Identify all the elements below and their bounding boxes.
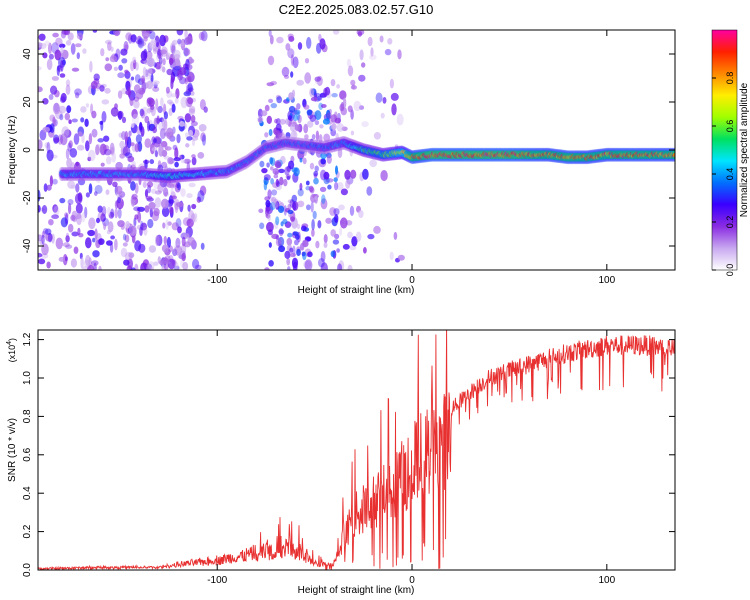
y-tick-label: 1.0	[22, 371, 33, 385]
snr-frame	[37, 329, 676, 571]
snr-panel: -100 0 100 0.0 0.2 0.4 0.6 0.8 1.0 1.2 Height of…	[6, 329, 676, 596]
snr-series-line	[38, 330, 675, 570]
y-tick-label: -20	[22, 190, 33, 205]
spectrogram-panel: -100 0 100 -40 -20 0 20 40 Height of straight …	[7, 29, 676, 296]
snr-x-ticks: -100 0 100	[207, 330, 616, 586]
y-tick-label: 40	[22, 48, 33, 60]
colorbar-tick-label: 0.6	[725, 120, 735, 133]
y-tick-label: 0.2	[22, 524, 33, 538]
y-tick-label: 0.6	[22, 447, 33, 461]
spectrogram-x-ticks: -100 0 100	[207, 30, 616, 286]
spectrogram-cells	[38, 30, 675, 270]
colorbar-tick-label: 0.0	[725, 264, 735, 277]
y-tick-label: 0	[22, 147, 33, 153]
y-tick-label: -40	[22, 238, 33, 253]
colorbar-label: Normalized spectral amplitude	[739, 82, 750, 217]
spectrogram-y-ticks: -40 -20 0 20 40	[22, 48, 675, 253]
y-tick-label: 0.4	[22, 486, 33, 500]
colorbar-tick-label: 0.2	[725, 216, 735, 229]
x-tick-label: 100	[598, 575, 615, 586]
snr-background	[38, 330, 675, 570]
chart-title: C2E2.2025.083.02.57.G10	[279, 2, 434, 17]
snr-y-ticks: 0.0 0.2 0.4 0.6 0.8 1.0 1.2	[22, 332, 675, 577]
spectrogram-x-axis-label: Height of straight line (km)	[298, 285, 415, 296]
y-tick-label: 20	[22, 96, 33, 108]
colorbar-tick-label: 0.8	[725, 72, 735, 85]
colorbar-gradient	[711, 29, 738, 271]
colorbar-ticks: 0.0 0.2 0.4 0.6 0.8	[712, 72, 735, 277]
x-tick-label: 100	[598, 275, 615, 286]
y-tick-label: 0.8	[22, 409, 33, 423]
x-tick-label: 0	[409, 275, 415, 286]
spectrogram-y-axis-label: Frequency (Hz)	[7, 116, 18, 185]
snr-y-multiplier: (x104)	[6, 338, 17, 362]
x-tick-label: -100	[207, 275, 227, 286]
colorbar: 0.0 0.2 0.4 0.6 0.8 Normalized spectral ampl…	[711, 29, 750, 277]
snr-x-axis-label: Height of straight line (km)	[298, 585, 415, 596]
x-tick-label: 0	[409, 575, 415, 586]
y-tick-label: 0.0	[22, 563, 33, 577]
x-tick-label: -100	[207, 575, 227, 586]
colorbar-tick-label: 0.4	[725, 168, 735, 181]
y-tick-label: 1.2	[22, 332, 33, 346]
snr-y-axis-label: SNR (10 * v/v)	[7, 418, 18, 482]
